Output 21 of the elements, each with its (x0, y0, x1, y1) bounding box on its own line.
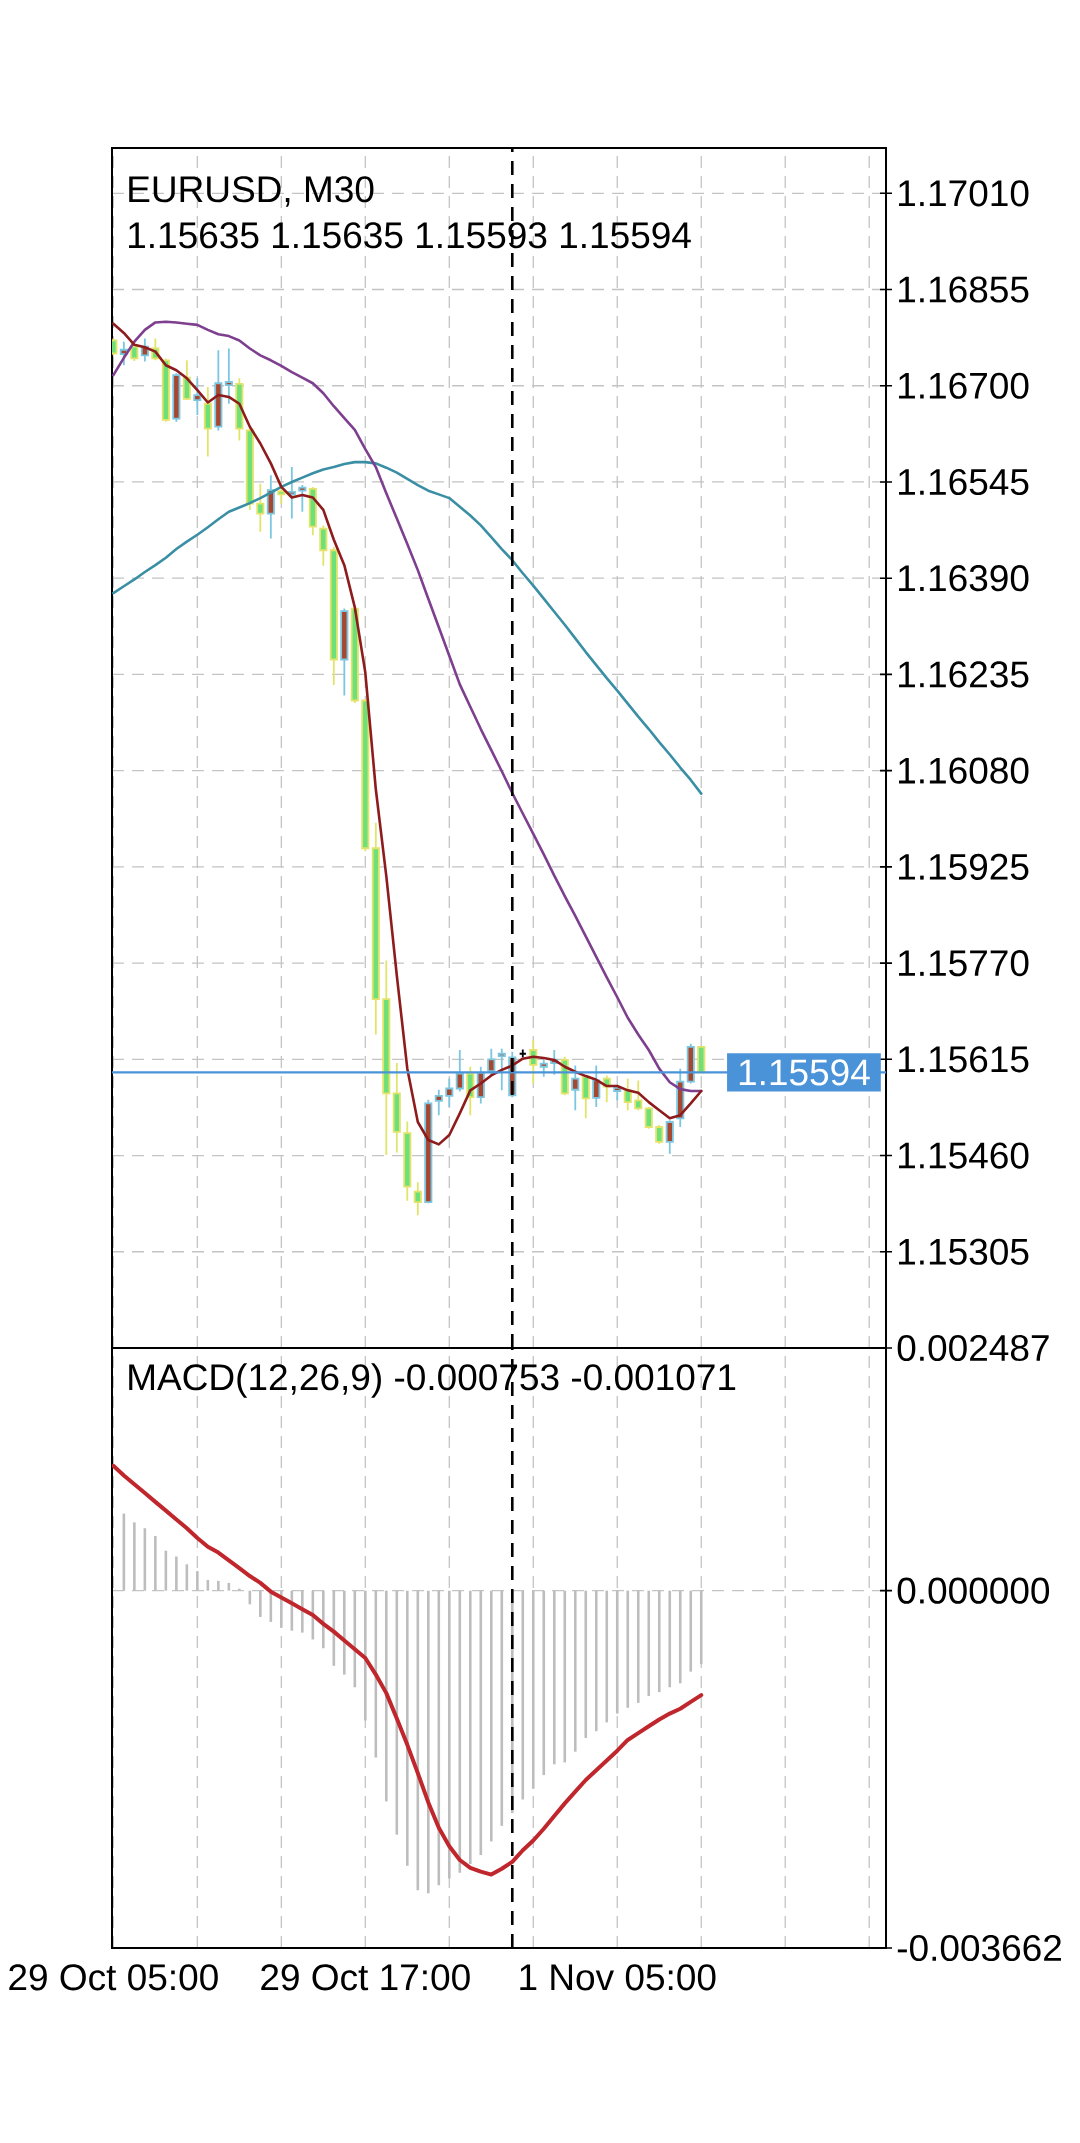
y-tick-label: 1.16390 (899, 565, 1029, 592)
y-tick-label: 1.15615 (899, 1046, 1029, 1073)
y-tick-label: 1.16080 (899, 757, 1029, 784)
y-tick-label: 1.17010 (899, 180, 1029, 207)
y-tick-label: 1.16855 (899, 276, 1029, 303)
y-tick-label: 1.15770 (899, 950, 1029, 977)
text: EURUSD, M30 (129, 176, 374, 207)
chart-title: MACD(12,26,9) -0.000753 -0.001071 (129, 1363, 736, 1398)
y-tick-label: 1.15305 (899, 1238, 1029, 1265)
y-tick-label: 1.16700 (899, 372, 1029, 399)
y-tick-label: 1.16235 (899, 661, 1029, 688)
y-tick-label: -0.003662 (897, 1934, 1061, 1962)
ref-line-label: 1.15594 (739, 1059, 870, 1086)
y-tick-label: 1.15925 (899, 853, 1029, 880)
y-tick-label: 1.15460 (899, 1142, 1029, 1169)
y-tick-label: 0.002487 (897, 1334, 1049, 1362)
x-tick-label: 1 Nov 05:00 (520, 1964, 716, 1991)
y-tick-label: 0.000000 (897, 1577, 1050, 1604)
x-tick-label: 29 Oct 05:00 (9, 1964, 218, 1991)
y-tick-label: 1.16545 (899, 468, 1029, 496)
x-tick-label: 29 Oct 17:00 (261, 1964, 470, 1991)
